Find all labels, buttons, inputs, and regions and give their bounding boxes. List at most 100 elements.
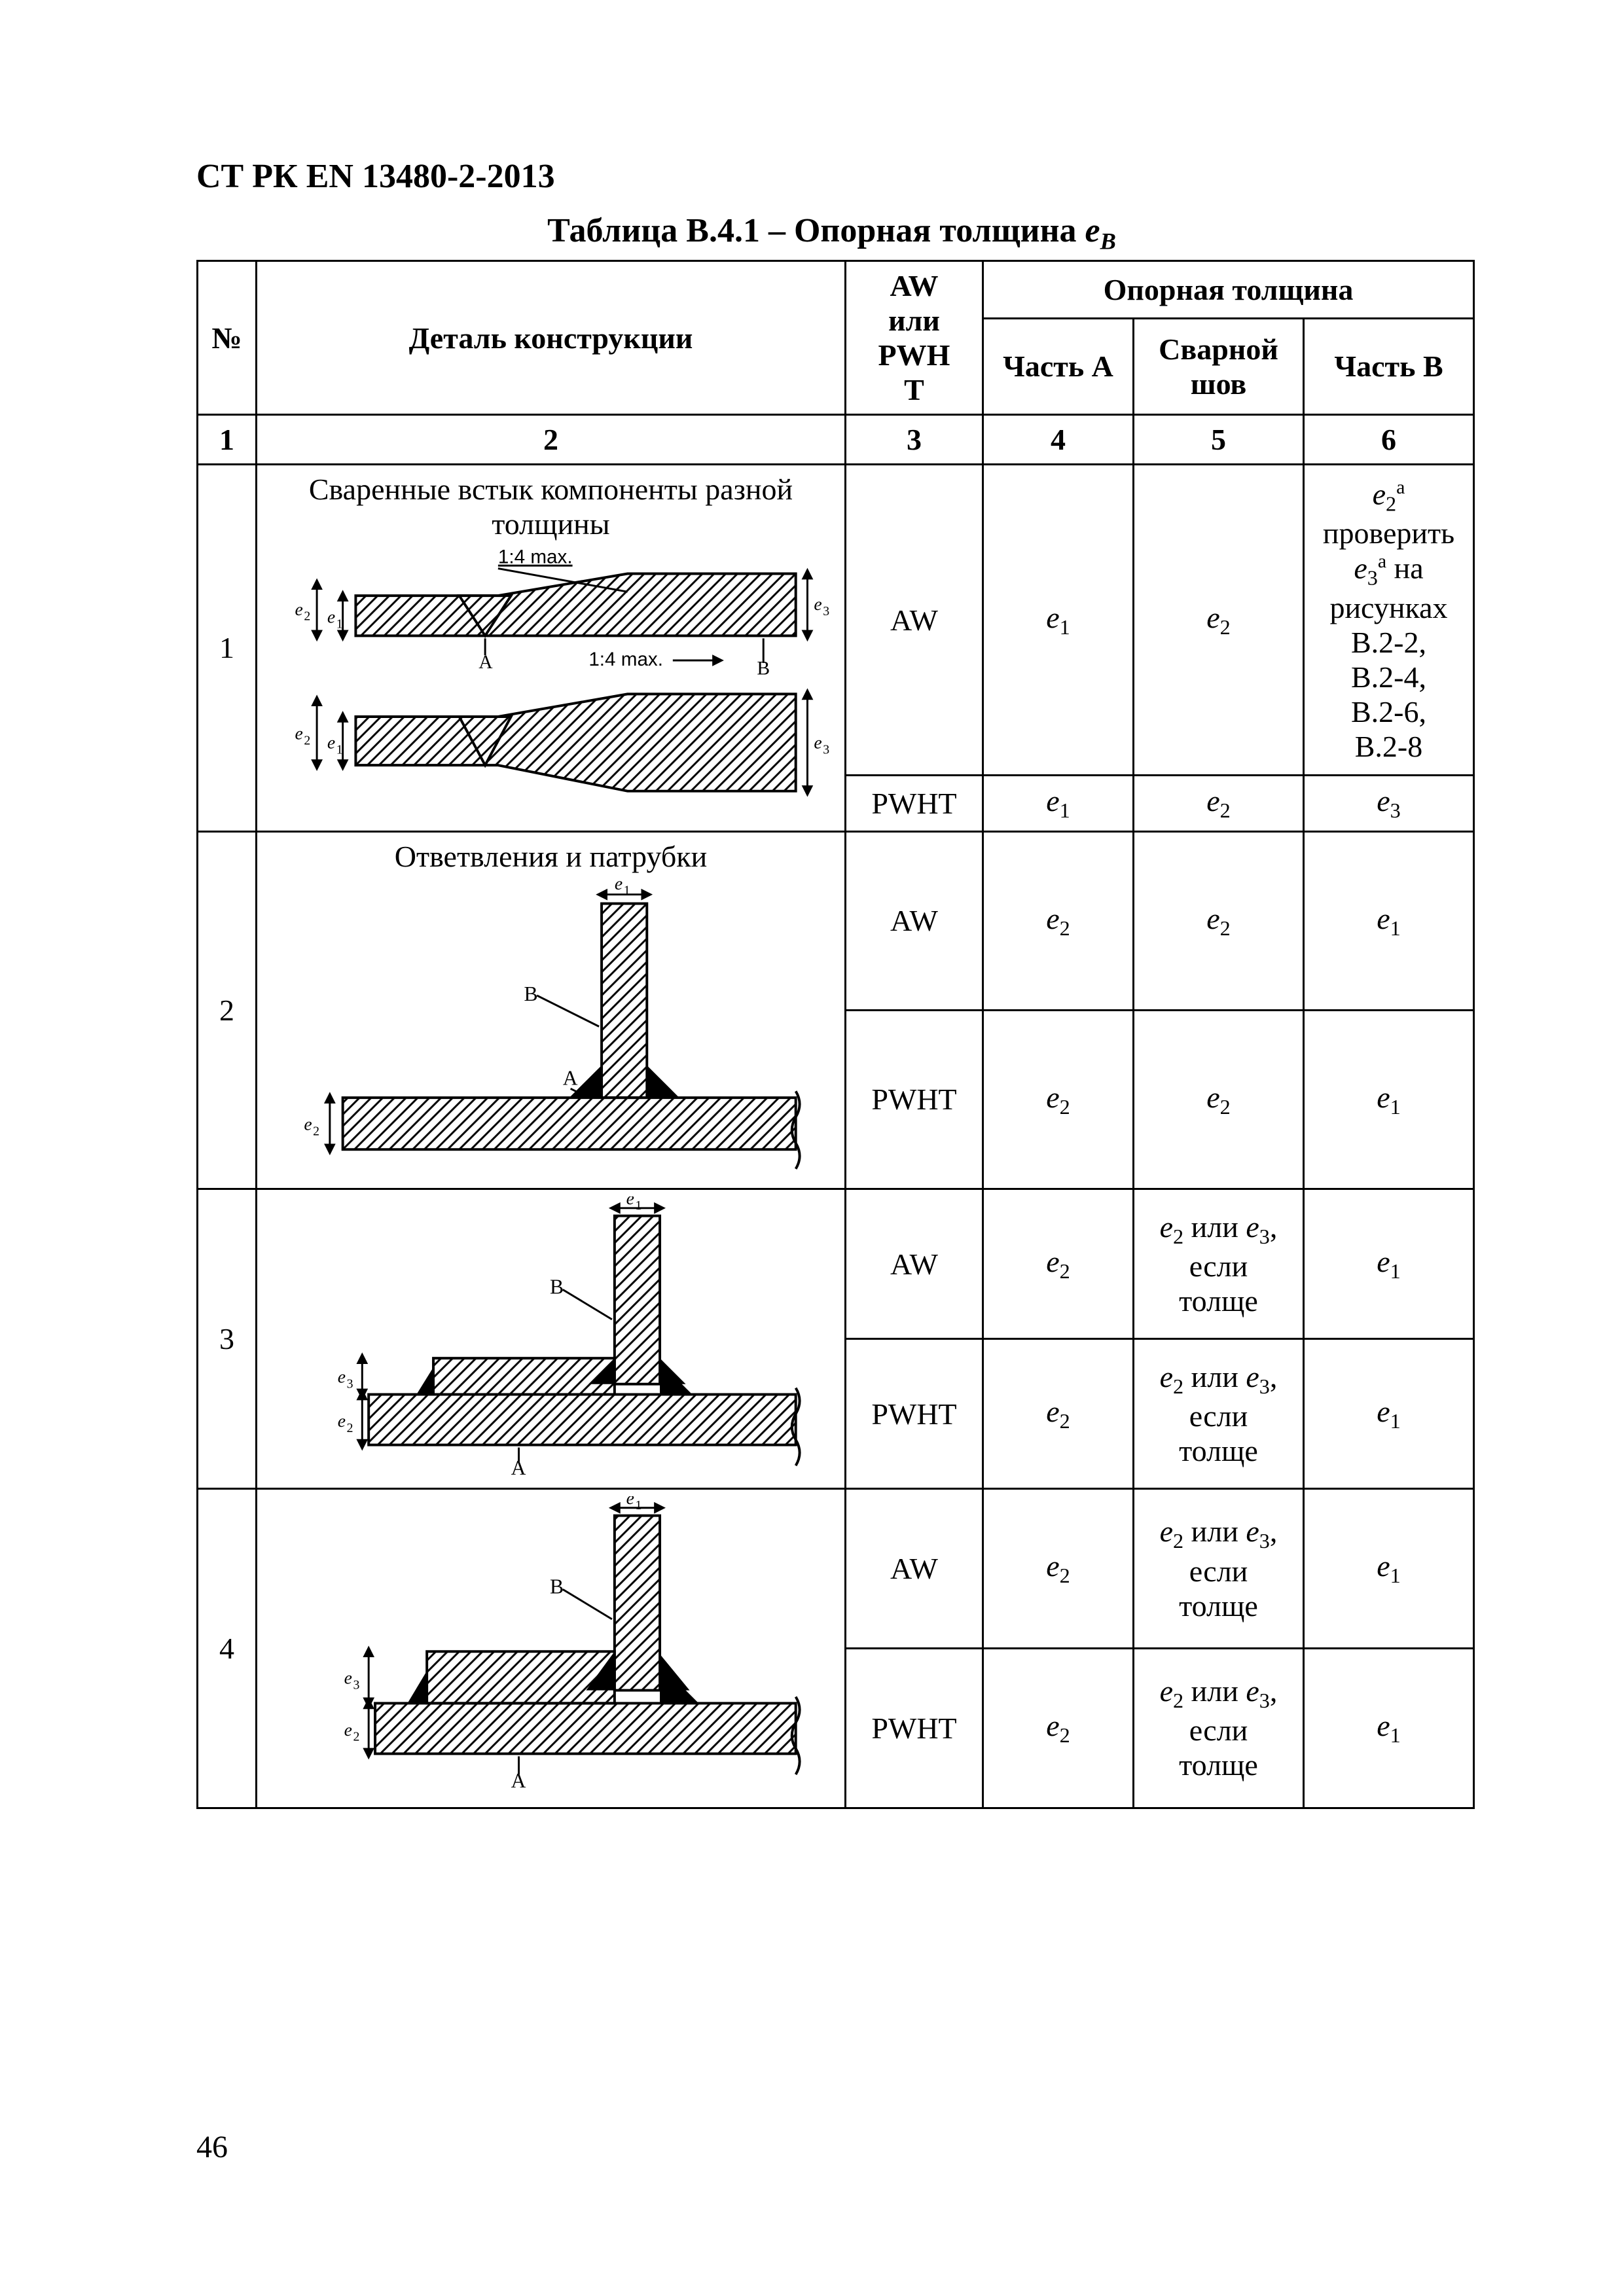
row4-diagram: e1 B xyxy=(265,1496,837,1801)
r3w-mid: или xyxy=(1183,1210,1246,1244)
row4-aw1: AW xyxy=(846,1489,983,1649)
svg-text:e: e xyxy=(338,1410,346,1431)
svg-text:3: 3 xyxy=(823,604,829,619)
th-aw-l4: T xyxy=(854,372,974,407)
row2-b2: e1 xyxy=(1304,1010,1474,1189)
th-thickness: Опорная толщина xyxy=(983,261,1474,318)
svg-text:e: e xyxy=(814,732,821,753)
th-part-a: Часть A xyxy=(983,318,1134,415)
th-detail: Деталь конструкции xyxy=(257,261,846,415)
table-row: 1 Сваренные встык компоненты разной толщ… xyxy=(198,465,1474,776)
row1-diagram: 1:4 max. e2 e1 xyxy=(265,545,837,823)
r1b-l6: B.2-4, xyxy=(1312,660,1465,694)
row1-b2: e3 xyxy=(1304,776,1474,831)
svg-text:e: e xyxy=(626,1496,634,1508)
row3-w2: e2 или e3, если толще xyxy=(1134,1339,1304,1489)
table-body: 1 Сваренные встык компоненты разной толщ… xyxy=(198,465,1474,1808)
th-num: № xyxy=(198,261,257,415)
butt-weld-icon: 1:4 max. e2 e1 xyxy=(265,545,835,823)
row2-title: Ответвления и патрубки xyxy=(265,839,837,874)
cn-4: 4 xyxy=(983,415,1134,465)
cn-5: 5 xyxy=(1134,415,1304,465)
svg-text:B: B xyxy=(524,982,537,1005)
row3-num: 3 xyxy=(198,1189,257,1489)
caption-subscript: B xyxy=(1100,228,1116,254)
taper-top-label: 1:4 max. xyxy=(498,547,573,568)
table-row: 2 Ответвления и патрубки xyxy=(198,831,1474,1010)
r1b-l8: B.2-8 xyxy=(1312,729,1465,764)
row1-b1: e2a проверить e3a на рисунках B.2-2, B.2… xyxy=(1304,465,1474,776)
row3-w1: e2 или e3, если толще xyxy=(1134,1189,1304,1339)
caption-symbol: e xyxy=(1085,212,1100,249)
svg-text:2: 2 xyxy=(353,1730,359,1744)
colnum-row: 1 2 3 4 5 6 xyxy=(198,415,1474,465)
r1b-l3r: на xyxy=(1386,552,1424,585)
r3w-l3: толще xyxy=(1142,1283,1295,1318)
row1-aw2: PWHT xyxy=(846,776,983,831)
row3-b1: e1 xyxy=(1304,1189,1474,1339)
r1b-l4: рисунках xyxy=(1312,590,1465,625)
page-number: 46 xyxy=(196,2129,228,2165)
svg-text:1:4 max.: 1:4 max. xyxy=(588,649,663,670)
row4-aw2: PWHT xyxy=(846,1648,983,1808)
th-aw-l1: AW xyxy=(854,268,974,303)
svg-text:1: 1 xyxy=(336,743,343,757)
row4-a1: e2 xyxy=(983,1489,1134,1649)
svg-text:e: e xyxy=(344,1719,352,1740)
svg-text:1: 1 xyxy=(336,617,343,632)
table-row: 3 xyxy=(198,1189,1474,1339)
svg-text:e: e xyxy=(327,732,335,753)
r3w-end: , xyxy=(1270,1210,1278,1244)
svg-text:1: 1 xyxy=(635,1498,641,1513)
row1-a2: e1 xyxy=(983,776,1134,831)
row2-w2: e2 xyxy=(1134,1010,1304,1189)
svg-text:e: e xyxy=(304,1113,312,1134)
row4-b1: e1 xyxy=(1304,1489,1474,1649)
svg-text:e: e xyxy=(295,599,302,619)
th-part-b: Часть B xyxy=(1304,318,1474,415)
svg-text:2: 2 xyxy=(304,609,310,624)
svg-text:e: e xyxy=(615,878,623,893)
row3-aw1: AW xyxy=(846,1189,983,1339)
standard-header: СТ РК EN 13480-2-2013 xyxy=(196,157,1467,196)
branch-pad-icon: e1 B xyxy=(265,1196,835,1481)
r1b-l5: B.2-2, xyxy=(1312,625,1465,660)
th-aw-l3: PWH xyxy=(854,338,974,372)
row2-a2: e2 xyxy=(983,1010,1134,1189)
row4-a2: e2 xyxy=(983,1648,1134,1808)
svg-text:e: e xyxy=(338,1367,346,1387)
row2-aw2: PWHT xyxy=(846,1010,983,1189)
svg-text:2: 2 xyxy=(313,1124,319,1138)
row2-b1: e1 xyxy=(1304,831,1474,1010)
row3-aw2: PWHT xyxy=(846,1339,983,1489)
svg-text:2: 2 xyxy=(304,734,310,748)
svg-text:e: e xyxy=(626,1196,634,1208)
row1-num: 1 xyxy=(198,465,257,831)
table-caption: Таблица В.4.1 – Опорная толщина eB xyxy=(196,211,1467,255)
row1-a1: e1 xyxy=(983,465,1134,776)
svg-text:2: 2 xyxy=(347,1421,353,1435)
svg-text:e: e xyxy=(295,723,302,744)
svg-text:3: 3 xyxy=(353,1678,359,1693)
svg-text:e: e xyxy=(327,607,335,627)
page: СТ РК EN 13480-2-2013 Таблица В.4.1 – Оп… xyxy=(0,0,1624,2296)
svg-text:e: e xyxy=(814,594,821,614)
row2-detail: Ответвления и патрубки xyxy=(257,831,846,1189)
row1-title: Сваренные встык компоненты разной толщин… xyxy=(265,472,837,541)
row2-w1: e2 xyxy=(1134,831,1304,1010)
row3-b2: e1 xyxy=(1304,1339,1474,1489)
row4-w2: e2 или e3, если толще xyxy=(1134,1648,1304,1808)
th-weld: Сварной шов xyxy=(1134,318,1304,415)
svg-text:B: B xyxy=(550,1275,564,1298)
svg-text:B: B xyxy=(550,1575,564,1598)
cn-6: 6 xyxy=(1304,415,1474,465)
svg-text:1: 1 xyxy=(624,883,630,897)
cn-2: 2 xyxy=(257,415,846,465)
r1b-l2: проверить xyxy=(1312,516,1465,550)
row1-aw1: AW xyxy=(846,465,983,776)
row2-num: 2 xyxy=(198,831,257,1189)
row1-w1: e2 xyxy=(1134,465,1304,776)
row1-w2: e2 xyxy=(1134,776,1304,831)
svg-text:1: 1 xyxy=(636,1198,642,1213)
main-table: № Деталь конструкции AW или PWH T Опорна… xyxy=(196,260,1475,1808)
